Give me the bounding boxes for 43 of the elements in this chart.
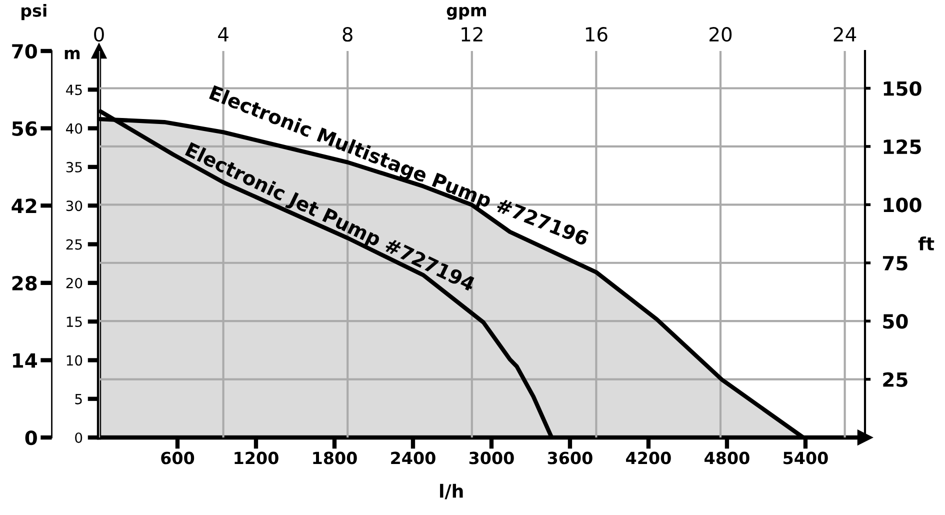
x-tick-label: 2400 <box>391 452 436 464</box>
x2-axis-title: gpm <box>446 6 486 20</box>
y-tick-label: 5 <box>75 394 82 404</box>
y-tick-label: 35 <box>66 162 82 172</box>
y-tick-label: 15 <box>66 316 82 328</box>
x-tick-label: 4800 <box>704 452 750 464</box>
y-tick-label: 20 <box>66 278 82 288</box>
y2-tick-label: 100 <box>884 198 922 212</box>
y2-axis-title: ft <box>918 236 934 250</box>
x2-tick-label: 12 <box>462 26 482 42</box>
y3-tick-label: 0 <box>25 430 37 446</box>
y3-tick-label: 56 <box>12 121 37 136</box>
x2-tick-label: 4 <box>218 27 228 42</box>
y-tick-label: 45 <box>66 84 82 96</box>
x-tick-label: 1200 <box>234 452 278 464</box>
x-tick-label: 600 <box>161 452 194 464</box>
y2-tick-label: 150 <box>884 81 922 96</box>
y-axis-title: m <box>64 50 80 60</box>
x2-tick-label: 0 <box>94 26 104 42</box>
y2-tick-label: 25 <box>883 372 908 387</box>
x-axis-title: l/h <box>440 484 463 500</box>
y-tick-label: 25 <box>66 239 82 250</box>
y-tick-label: 0 <box>75 432 82 443</box>
x-tick-label: 3600 <box>548 452 592 464</box>
y-tick-label: 10 <box>66 355 82 366</box>
x-tick-label: 5400 <box>784 452 828 464</box>
x2-tick-label: 16 <box>586 26 608 42</box>
y2-tick-label: 125 <box>884 139 921 154</box>
y3-tick-label: 14 <box>13 353 37 368</box>
x-tick-label: 3000 <box>469 452 514 464</box>
x-tick-label: 4200 <box>626 452 671 464</box>
x-tick-label: 1800 <box>313 452 357 464</box>
y3-axis-title: psi <box>22 4 46 20</box>
y-tick-label: 30 <box>66 200 82 212</box>
y-tick-label: 40 <box>66 123 82 134</box>
x2-tick-label: 20 <box>710 26 732 42</box>
y3-tick-label: 70 <box>12 44 37 59</box>
y2-tick-label: 50 <box>883 314 908 329</box>
y2-tick-label: 75 <box>882 256 908 271</box>
x2-tick-label: 8 <box>342 26 352 42</box>
y3-tick-label: 42 <box>12 198 36 213</box>
x2-tick-label: 24 <box>834 26 856 42</box>
y3-tick-label: 28 <box>12 276 37 291</box>
